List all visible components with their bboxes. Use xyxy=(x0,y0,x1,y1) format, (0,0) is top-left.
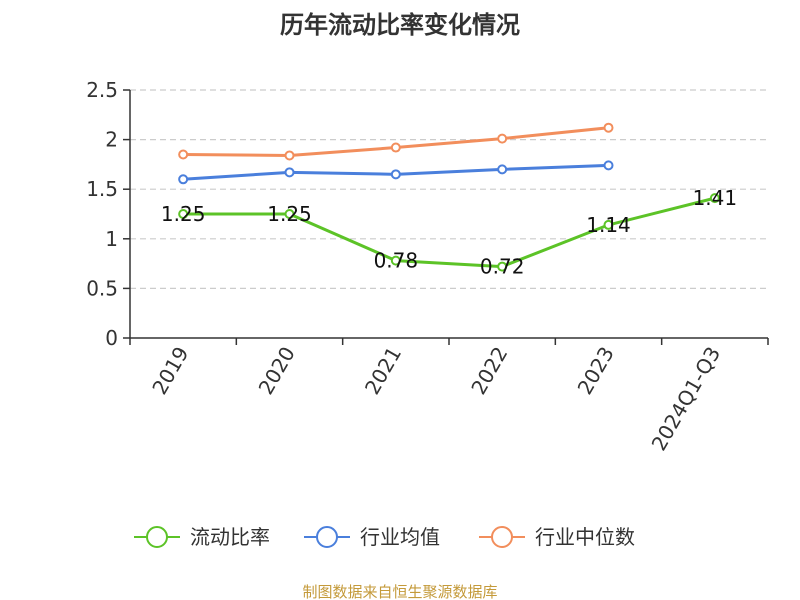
axes: 0 0.5 1 1.5 2 2.5 2019 2020 2021 2022 2023 2024Q1-Q… xyxy=(86,78,769,455)
series-layer xyxy=(178,122,720,272)
data-point xyxy=(178,149,189,160)
x-tick-label: 2020 xyxy=(254,343,300,399)
y-tick-label: 0 xyxy=(105,326,118,350)
data-label: 1.25 xyxy=(161,202,206,226)
data-point xyxy=(497,133,508,144)
data-point xyxy=(390,142,401,153)
data-point xyxy=(390,169,401,180)
data-label: 1.14 xyxy=(586,213,631,237)
source-note: 制图数据来自恒生聚源数据库 xyxy=(302,583,497,600)
data-point xyxy=(603,219,614,230)
x-tick-label: 2019 xyxy=(147,343,193,399)
x-tick-label: 2023 xyxy=(573,343,619,399)
grid-lines xyxy=(130,89,768,289)
legend-label[interactable]: 行业中位数 xyxy=(535,525,635,549)
data-label: 1.25 xyxy=(267,202,312,226)
legend-label[interactable]: 行业均值 xyxy=(360,525,440,549)
data-point xyxy=(497,261,508,272)
chart-title: 历年流动比率变化情况 xyxy=(280,11,520,39)
y-tick-label: 1 xyxy=(105,227,118,251)
x-tick-label: 2022 xyxy=(466,342,512,398)
legend-marker[interactable] xyxy=(146,526,168,548)
x-tick-label: 2024Q1-Q3 xyxy=(646,343,725,455)
data-point xyxy=(497,164,508,175)
data-point xyxy=(178,209,189,219)
legend-label[interactable]: 流动比率 xyxy=(190,525,270,549)
legend[interactable]: 流动比率 行业均值 行业中位数 xyxy=(134,525,635,549)
data-point xyxy=(178,174,189,185)
data-point xyxy=(284,209,295,219)
x-tick-label: 2021 xyxy=(360,343,406,399)
y-tick-label: 2 xyxy=(105,128,118,152)
data-labels: 1.25 1.25 0.78 0.72 1.14 1.41 xyxy=(161,186,737,278)
data-point xyxy=(284,150,295,161)
series-line xyxy=(183,196,716,269)
legend-marker[interactable] xyxy=(491,526,513,548)
data-point xyxy=(709,193,720,204)
data-point xyxy=(390,255,401,266)
y-tick-label: 1.5 xyxy=(86,177,118,201)
data-point xyxy=(284,167,295,178)
y-tick-label: 0.5 xyxy=(86,276,118,300)
y-tick-label: 2.5 xyxy=(86,78,118,102)
data-point xyxy=(603,160,614,171)
legend-marker[interactable] xyxy=(316,526,338,548)
data-point xyxy=(603,122,614,133)
data-label: 1.41 xyxy=(693,186,738,210)
data-label: 0.78 xyxy=(374,249,419,273)
data-label: 0.72 xyxy=(480,255,525,279)
